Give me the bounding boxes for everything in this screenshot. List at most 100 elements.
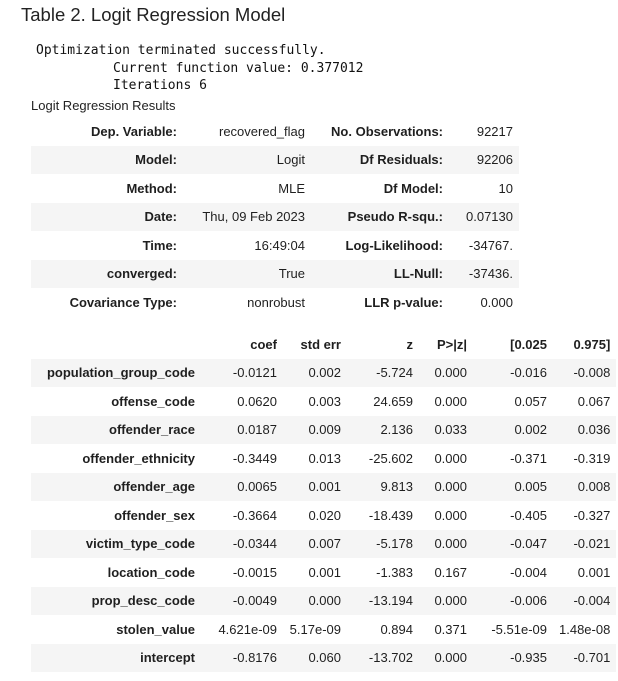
summary-value: MLE	[278, 180, 305, 196]
console-line: Iterations 6	[113, 78, 207, 93]
console-line: Optimization terminated successfully.	[36, 43, 326, 58]
summary-label: No. Observations:	[331, 123, 443, 139]
table-cell: -0.004	[510, 564, 547, 580]
summary-label: Df Residuals:	[311, 145, 449, 174]
summary-label: Method:	[126, 180, 177, 196]
page-title: Table 2. Logit Regression Model	[21, 4, 286, 25]
table-cell: -0.319	[573, 450, 611, 466]
table-cell: 5.17e-09	[289, 621, 341, 637]
variable-name: intercept	[31, 643, 201, 672]
variable-name: stolen_value	[116, 621, 195, 637]
summary-row: Model: Logit Df Residuals: 92206	[31, 145, 519, 174]
table-cell: 0.0187	[201, 415, 283, 444]
table-cell: -0.701	[553, 643, 617, 672]
variable-name: offender_age	[31, 472, 201, 501]
table-cell: 0.0620	[237, 393, 277, 409]
table-cell: -0.3449	[232, 450, 277, 466]
table-cell: -5.51e-09	[491, 621, 547, 637]
table-row: intercept -0.8176 0.060 -13.702 0.000 -0.935-…	[31, 643, 617, 672]
column-header: coef	[250, 336, 277, 352]
table-cell: -1.383	[376, 564, 413, 580]
table-cell: 0.000	[419, 529, 473, 558]
table-cell: 0.008	[553, 472, 617, 501]
table-cell: -13.194	[347, 586, 419, 615]
table-cell: 0.000	[419, 586, 473, 615]
table-cell: -0.405	[510, 507, 547, 523]
table-cell: -0.0344	[201, 529, 283, 558]
table-cell: 0.002	[283, 358, 347, 387]
table-cell: 0.001	[308, 564, 341, 580]
table-cell: 0.067	[577, 393, 611, 409]
summary-table: Dep. Variable: recovered_flag No. Observat…	[31, 117, 519, 317]
summary-value: Logit	[183, 145, 311, 174]
table-cell: -0.371	[510, 450, 547, 466]
summary-value: -34767.	[468, 237, 513, 253]
table-cell: -0.021	[553, 529, 617, 558]
summary-row: Covariance Type: nonrobust LLR p-value: 0.0…	[31, 288, 519, 317]
summary-value: 92217	[476, 123, 513, 139]
summary-label: converged:	[31, 259, 183, 288]
table-cell: -13.702	[347, 643, 419, 672]
summary-label: LLR p-value:	[364, 294, 443, 310]
summary-label: Df Model:	[383, 180, 443, 196]
table-cell: -0.0049	[201, 586, 283, 615]
table-cell: -5.724	[347, 358, 419, 387]
summary-value: True	[183, 259, 311, 288]
table-cell: 24.659	[373, 393, 413, 409]
summary-value: 0.07130	[449, 202, 519, 231]
table-cell: -0.047	[473, 529, 553, 558]
column-header: z	[406, 336, 414, 352]
table-cell: 0.036	[553, 415, 617, 444]
table-cell: 0.001	[283, 472, 347, 501]
table-cell: -0.006	[473, 586, 553, 615]
table-cell: 0.894	[380, 621, 413, 637]
variable-name: prop_desc_code	[31, 586, 201, 615]
summary-label: Log-Likelihood:	[345, 237, 443, 253]
table-cell: 0.003	[308, 393, 341, 409]
table-cell: -0.935	[473, 643, 553, 672]
table-cell: 0.001	[577, 564, 611, 580]
table-cell: 1.48e-08	[559, 621, 611, 637]
summary-label: Pseudo R-squ.:	[311, 202, 449, 231]
table-cell: 0.000	[419, 643, 473, 672]
table-cell: 0.002	[473, 415, 553, 444]
table-cell: -0.8176	[201, 643, 283, 672]
table-cell: 0.057	[514, 393, 547, 409]
table-cell: -0.0015	[232, 564, 277, 580]
table-row: offender_ethnicity -0.3449 0.013 -25.602 0.0…	[31, 444, 616, 473]
variable-name: offense_code	[111, 393, 195, 409]
table-cell: 0.060	[283, 643, 347, 672]
table-row: population_group_code -0.0121 0.002 -5.724 0…	[31, 358, 617, 387]
summary-value: 0.000	[480, 294, 513, 310]
variable-name: offender_ethnicity	[82, 450, 195, 466]
table-cell: 4.621e-09	[218, 621, 277, 637]
table-cell: 0.000	[419, 472, 473, 501]
table-row: location_code -0.0015 0.001 -1.383 0.167 -0.0…	[31, 558, 616, 587]
table-row: stolen_value 4.621e-09 5.17e-09 0.894 0.371 -…	[31, 615, 616, 644]
summary-value: 92206	[449, 145, 519, 174]
console-output: Optimization terminated successfully. Cu…	[36, 42, 363, 95]
summary-value: 16:49:04	[254, 237, 305, 253]
summary-label: Time:	[142, 237, 177, 253]
variable-name: population_group_code	[31, 358, 201, 387]
table-cell: 0.000	[434, 450, 467, 466]
table-cell: 0.033	[419, 415, 473, 444]
variable-name: offender_race	[31, 415, 201, 444]
table-row: victim_type_code -0.0344 0.007 -5.178 0.000-…	[31, 529, 617, 558]
column-header: P>|z|	[436, 336, 467, 352]
table-row: offender_age 0.0065 0.001 9.813 0.000 0.005 0.…	[31, 472, 617, 501]
summary-row: Method: MLE Df Model: 10	[31, 174, 519, 203]
table-cell: -0.008	[553, 358, 617, 387]
table-cell: -0.0121	[201, 358, 283, 387]
table-cell: -25.602	[368, 450, 413, 466]
summary-row: converged: True LL-Null: -37436.	[31, 259, 519, 288]
table-cell: 0.013	[308, 450, 341, 466]
table-cell: 0.000	[434, 393, 467, 409]
table-header-row: coef std err z P>|z| [0.025 0.975]	[31, 330, 616, 359]
table-cell: 0.007	[283, 529, 347, 558]
table-cell: 2.136	[347, 415, 419, 444]
summary-value: Thu, 09 Feb 2023	[183, 202, 311, 231]
table-cell: 0.371	[434, 621, 467, 637]
table-cell: 9.813	[347, 472, 419, 501]
summary-row: Time: 16:49:04 Log-Likelihood: -34767.	[31, 231, 519, 260]
